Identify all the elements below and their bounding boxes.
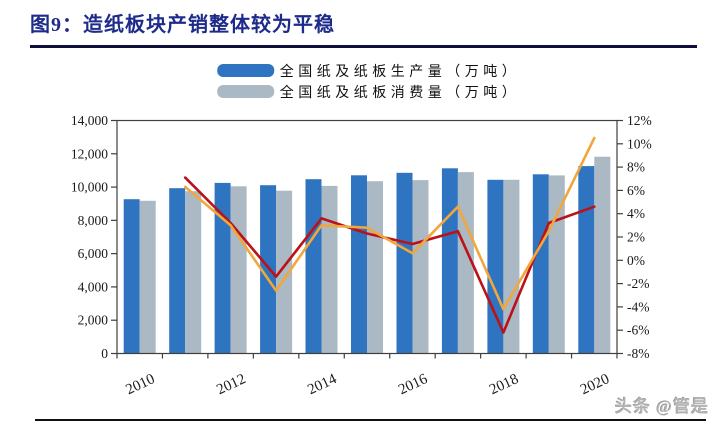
bar (594, 156, 611, 354)
left-axis-label: 6,000 (78, 246, 109, 261)
chart-legend: 全国纸及纸板生产量（万吨） 全国纸及纸板消费量（万吨） (216, 61, 521, 101)
title-divider (30, 45, 697, 48)
left-axis-label: 14,000 (71, 113, 108, 128)
right-axis-label: -8% (627, 346, 650, 361)
right-axis-label: -2% (627, 276, 650, 291)
left-axis-label: 10,000 (71, 180, 108, 195)
bar (532, 174, 549, 354)
bar (441, 168, 458, 354)
bottom-divider (35, 419, 706, 421)
bar (412, 180, 429, 354)
bar (321, 185, 338, 354)
bar (351, 175, 367, 354)
bar (169, 188, 186, 354)
production-legend-label: 全国纸及纸板生产量（万吨） (279, 64, 521, 80)
bar (260, 185, 277, 354)
bar (487, 179, 504, 354)
bar (230, 186, 247, 354)
bar (396, 172, 413, 354)
left-axis-label: 0 (101, 346, 108, 361)
right-axis-label: -6% (627, 323, 650, 338)
right-axis-label: 12% (627, 113, 652, 128)
legend-item-consumption: 全国纸及纸板消费量（万吨） (216, 82, 521, 101)
bar (503, 179, 520, 354)
bar (276, 190, 293, 354)
right-axis-label: 4% (627, 206, 645, 221)
x-axis-label: 2020 (578, 371, 612, 398)
x-axis-label: 2018 (487, 371, 521, 398)
production-legend-swatch (216, 64, 274, 77)
legend-item-production: 全国纸及纸板生产量（万吨） (216, 61, 521, 80)
right-axis-label: 6% (627, 183, 645, 198)
right-axis-label: 2% (627, 230, 645, 245)
right-axis-label: 10% (627, 136, 652, 151)
bar (139, 200, 156, 354)
x-axis-label: 2012 (214, 371, 248, 398)
consumption-legend-swatch (216, 85, 274, 98)
left-axis-label: 4,000 (78, 279, 109, 294)
x-axis-label: 2016 (396, 371, 430, 398)
consumption-legend-label: 全国纸及纸板消费量（万吨） (279, 85, 521, 101)
right-axis-label: 8% (627, 160, 645, 175)
red-growth-line (183, 176, 596, 334)
bar (214, 182, 231, 354)
left-axis-label: 12,000 (71, 146, 108, 161)
bar (367, 181, 383, 354)
x-axis-label: 2014 (305, 371, 339, 398)
bar (123, 199, 140, 354)
watermark: 头条 @管是 (614, 397, 709, 416)
bar (185, 191, 202, 354)
consumption-bars (139, 156, 611, 354)
left-axis-label: 2,000 (78, 313, 109, 328)
figure-title: 图9：造纸板块产销整体较为平稳 (30, 14, 335, 36)
production-bars (123, 166, 595, 354)
bar (578, 166, 595, 354)
left-axis-label: 8,000 (78, 213, 109, 228)
right-axis-label: 0% (627, 253, 645, 268)
x-axis-label: 2010 (123, 371, 157, 398)
right-axis-label: -4% (627, 299, 650, 314)
bar (305, 179, 322, 354)
orange-growth-line (183, 136, 596, 311)
